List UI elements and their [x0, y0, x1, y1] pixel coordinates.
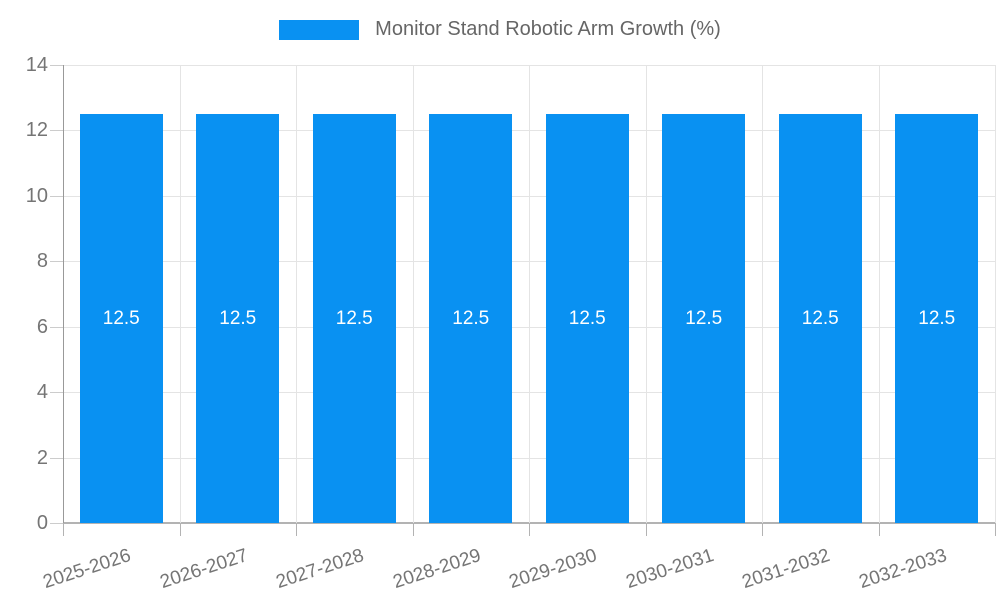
x-tick-label: 2028-2029 [390, 545, 484, 594]
x-tick-label: 2025-2026 [40, 545, 134, 594]
x-tick-mark [529, 523, 530, 536]
y-tick-mark [50, 195, 63, 197]
legend-label: Monitor Stand Robotic Arm Growth (%) [375, 18, 721, 40]
bar-value-label: 12.5 [335, 307, 373, 329]
v-gridline [645, 65, 647, 523]
x-tick-label: 2026-2027 [157, 545, 251, 594]
v-gridline [529, 65, 530, 523]
x-tick-label: 2027-2028 [273, 545, 367, 594]
bar-value-label: 12.5 [685, 307, 723, 329]
bar: 12.5 [429, 114, 513, 523]
y-tick-label: 12 [25, 119, 48, 142]
y-tick-label: 14 [25, 54, 48, 76]
legend-swatch [279, 19, 360, 40]
y-tick-mark [50, 457, 63, 459]
bar: 12.5 [79, 114, 163, 523]
y-tick-label: 4 [36, 381, 48, 404]
x-tick-label: 2032-2033 [856, 545, 950, 594]
y-tick-label: 2 [36, 446, 48, 469]
bar: 12.5 [196, 114, 280, 523]
x-tick-mark [412, 523, 414, 536]
bar-value-label: 12.5 [918, 307, 956, 329]
y-tick-label: 0 [36, 512, 48, 534]
v-gridline [412, 65, 414, 523]
x-tick-mark [995, 523, 996, 536]
bar-value-label: 12.5 [452, 307, 490, 329]
bar-value-label: 12.5 [568, 307, 606, 329]
y-tick-mark [50, 261, 63, 263]
plot-area: 12.5 12.5 12.5 12.5 12.5 12.5 12.5 12.5 [63, 65, 996, 524]
bar: 12.5 [312, 114, 396, 523]
y-tick-label: 10 [25, 184, 48, 207]
bar-value-label: 12.5 [219, 307, 257, 329]
bar: 12.5 [778, 114, 862, 523]
x-tick-mark [762, 523, 763, 536]
x-tick-label: 2029-2030 [506, 545, 600, 594]
x-tick-mark [63, 523, 64, 536]
x-tick-mark [878, 523, 880, 536]
y-tick-mark [50, 523, 63, 524]
v-gridline [762, 65, 763, 523]
v-gridline [179, 65, 181, 523]
bar: 12.5 [545, 114, 629, 523]
v-gridline [878, 65, 880, 523]
y-tick-mark [50, 130, 63, 132]
v-gridline [296, 65, 297, 523]
x-tick-label: 2031-2032 [739, 545, 833, 594]
x-tick-mark [645, 523, 647, 536]
bar-value-label: 12.5 [801, 307, 839, 329]
bar: 12.5 [895, 114, 979, 523]
legend: Monitor Stand Robotic Arm Growth (%) [0, 18, 1000, 41]
y-tick-mark [50, 65, 63, 66]
y-tick-label: 8 [36, 250, 48, 273]
bar-value-label: 12.5 [102, 307, 140, 329]
y-tick-mark [50, 392, 63, 394]
x-tick-label: 2030-2031 [623, 545, 717, 594]
v-gridline [995, 65, 996, 523]
bar: 12.5 [662, 114, 746, 523]
y-axis-line [63, 65, 64, 523]
x-tick-mark [296, 523, 297, 536]
y-tick-label: 6 [36, 315, 48, 338]
y-tick-mark [50, 326, 63, 328]
x-tick-mark [179, 523, 181, 536]
